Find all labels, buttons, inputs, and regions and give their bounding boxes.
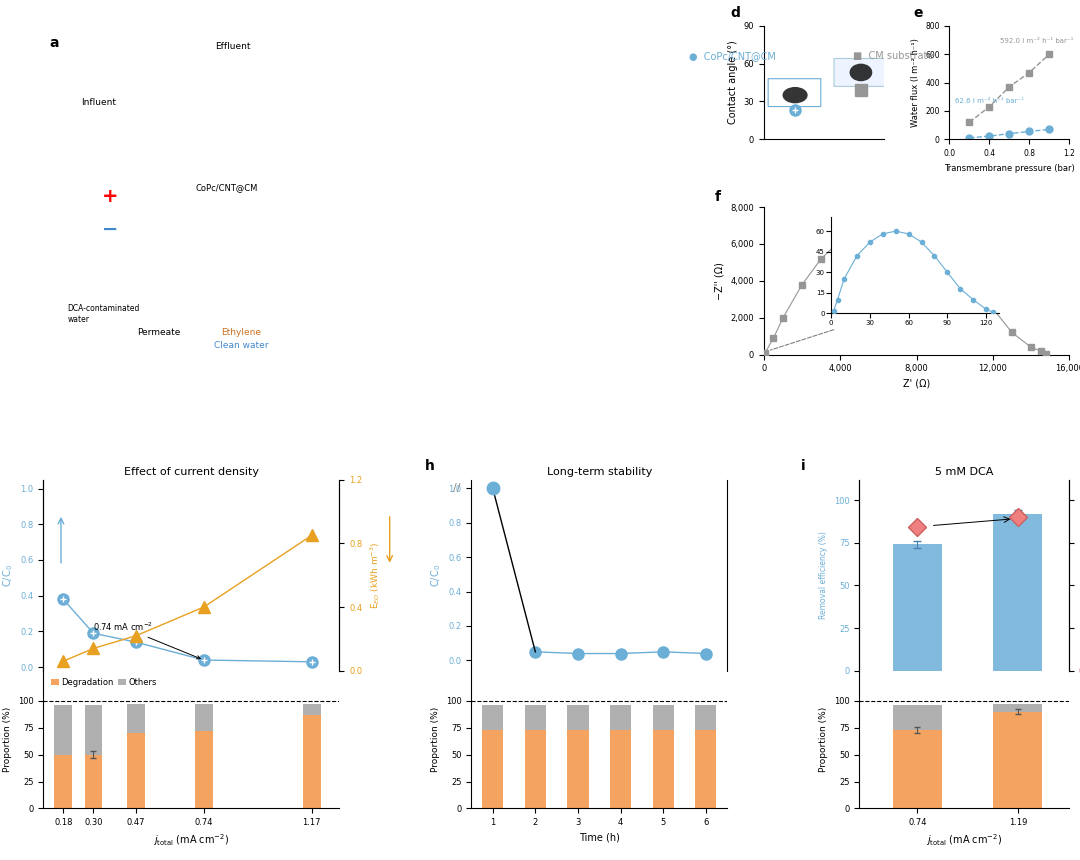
Text: Permeate: Permeate — [137, 328, 180, 337]
Bar — [567, 730, 589, 808]
Bar — [482, 705, 503, 730]
Bar — [893, 730, 942, 808]
Text: c: c — [460, 203, 469, 217]
Bar — [696, 705, 716, 730]
Bar — [567, 705, 589, 730]
Ellipse shape — [850, 64, 873, 82]
Text: //: // — [454, 483, 461, 493]
Y-axis label: E$_{EO}$ (kWh m$^{-3}$): E$_{EO}$ (kWh m$^{-3}$) — [368, 542, 381, 609]
Bar — [610, 730, 631, 808]
Bar — [994, 704, 1042, 711]
Bar — [525, 730, 546, 808]
Text: ●  CoPc/CNT@CM: ● CoPc/CNT@CM — [689, 51, 775, 61]
FancyBboxPatch shape — [768, 78, 821, 107]
Bar — [195, 704, 213, 731]
Title: Long-term stability: Long-term stability — [546, 467, 652, 477]
Text: a: a — [50, 35, 58, 50]
Bar — [652, 705, 674, 730]
Bar — [84, 705, 103, 754]
Y-axis label: C/C$_0$: C/C$_0$ — [1, 563, 15, 587]
Text: 62.6 l m⁻² h⁻¹ bar⁻¹: 62.6 l m⁻² h⁻¹ bar⁻¹ — [956, 98, 1025, 104]
Bar — [994, 711, 1042, 808]
Text: Clean water: Clean water — [214, 341, 269, 350]
Text: b: b — [460, 34, 470, 48]
Text: Effluent: Effluent — [215, 42, 251, 51]
Text: Ethylene: Ethylene — [221, 328, 261, 337]
X-axis label: Transmembrane pressure (bar): Transmembrane pressure (bar) — [944, 163, 1075, 173]
Y-axis label: Proportion (%): Proportion (%) — [431, 707, 441, 772]
Title: Effect of current density: Effect of current density — [124, 467, 259, 477]
Y-axis label: −Z'' (Ω): −Z'' (Ω) — [715, 262, 725, 300]
X-axis label: Z' (Ω): Z' (Ω) — [903, 379, 930, 389]
Text: e: e — [914, 6, 923, 20]
Text: f: f — [715, 190, 721, 204]
Bar — [994, 513, 1042, 671]
Text: i: i — [800, 459, 805, 473]
Y-axis label: C/C$_0$: C/C$_0$ — [429, 563, 443, 587]
Bar — [696, 730, 716, 808]
X-axis label: Time (h): Time (h) — [579, 832, 620, 843]
Bar — [525, 705, 546, 730]
X-axis label: $j_{\mathrm{total}}$ (mA cm$^{-2}$): $j_{\mathrm{total}}$ (mA cm$^{-2}$) — [927, 832, 1002, 849]
Text: ■  CM substrate: ■ CM substrate — [853, 51, 933, 61]
Bar — [127, 733, 145, 808]
Bar — [893, 544, 942, 671]
Bar — [127, 704, 145, 733]
FancyBboxPatch shape — [834, 58, 887, 86]
Bar — [195, 731, 213, 808]
Bar — [54, 705, 72, 754]
Bar — [893, 705, 942, 730]
Legend: Degradation, Others: Degradation, Others — [48, 675, 161, 691]
Y-axis label: Contact angle (°): Contact angle (°) — [728, 40, 738, 125]
Text: Pore size:
15.1 nm (avg.): Pore size: 15.1 nm (avg.) — [460, 138, 516, 157]
Bar — [303, 715, 321, 808]
Text: +: + — [103, 187, 119, 206]
Text: 25 μm: 25 μm — [498, 267, 525, 276]
Text: 200 nm: 200 nm — [602, 165, 631, 175]
Y-axis label: Water flux (l m⁻² h⁻¹): Water flux (l m⁻² h⁻¹) — [910, 38, 919, 127]
Text: 50 μm: 50 μm — [581, 333, 606, 342]
Bar — [652, 730, 674, 808]
Bar — [610, 705, 631, 730]
Bar — [84, 754, 103, 808]
Text: Influent: Influent — [81, 98, 116, 107]
Y-axis label: Proportion (%): Proportion (%) — [3, 707, 12, 772]
Text: −: − — [103, 220, 119, 239]
Bar — [54, 754, 72, 808]
Bar — [482, 730, 503, 808]
Y-axis label: Proportion (%): Proportion (%) — [820, 707, 828, 772]
Text: h: h — [426, 459, 435, 473]
Title: 5 mM DCA: 5 mM DCA — [935, 467, 994, 477]
Ellipse shape — [783, 87, 808, 103]
Text: Top view: Top view — [464, 52, 507, 61]
Text: DCA-contaminated
water: DCA-contaminated water — [68, 304, 140, 323]
Y-axis label: Removal efficiency (%): Removal efficiency (%) — [820, 531, 828, 619]
Bar — [303, 704, 321, 715]
Text: Cross section: Cross section — [464, 220, 529, 230]
X-axis label: $j_{\mathrm{total}}$ (mA cm$^{-2}$): $j_{\mathrm{total}}$ (mA cm$^{-2}$) — [153, 832, 229, 849]
Text: CoPc/CNT@CM: CoPc/CNT@CM — [195, 183, 257, 193]
Text: 592.0 l m⁻² h⁻¹ bar⁻¹: 592.0 l m⁻² h⁻¹ bar⁻¹ — [1000, 38, 1074, 44]
Text: d: d — [730, 6, 740, 20]
Text: 0.74 mA cm$^{-2}$: 0.74 mA cm$^{-2}$ — [94, 621, 200, 659]
